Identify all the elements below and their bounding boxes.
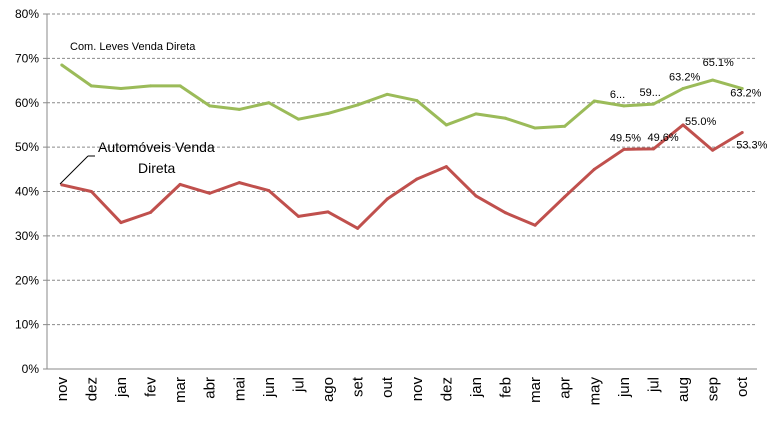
data-point bbox=[326, 210, 330, 214]
data-point bbox=[60, 63, 64, 67]
data-point bbox=[89, 84, 93, 88]
data-point bbox=[178, 84, 182, 88]
data-label: 53.3% bbox=[736, 139, 767, 151]
data-point bbox=[444, 123, 448, 127]
series-line-1 bbox=[61, 123, 743, 230]
data-point bbox=[296, 117, 300, 121]
data-point bbox=[444, 165, 448, 169]
y-tick-label: 30% bbox=[15, 229, 39, 243]
x-tick-label: mar bbox=[527, 377, 544, 403]
x-tick-label: jul bbox=[645, 377, 662, 393]
x-tick-label: dez bbox=[438, 377, 455, 401]
data-point bbox=[474, 194, 478, 198]
x-tick-label: jun bbox=[261, 377, 278, 398]
y-tick-label: 20% bbox=[15, 273, 39, 287]
data-point bbox=[119, 87, 123, 91]
y-tick-label: 0% bbox=[22, 362, 40, 376]
data-point bbox=[415, 177, 419, 181]
series-label-automoveis-line1: Automóveis Venda bbox=[98, 139, 215, 155]
data-point bbox=[651, 147, 655, 151]
y-tick-label: 40% bbox=[15, 185, 39, 199]
data-point bbox=[208, 191, 212, 195]
data-point bbox=[740, 130, 744, 134]
x-tick-label: feb bbox=[498, 377, 515, 398]
data-point bbox=[267, 101, 271, 105]
y-tick-label: 50% bbox=[15, 140, 39, 154]
y-tick-label: 60% bbox=[15, 96, 39, 110]
series-label-leader-line bbox=[59, 155, 89, 185]
data-point bbox=[504, 116, 508, 120]
y-tick-label: 10% bbox=[15, 318, 39, 332]
x-tick-label: mar bbox=[172, 377, 189, 403]
x-tick-label: mai bbox=[231, 377, 248, 401]
data-label: 49.6% bbox=[647, 132, 678, 144]
x-tick-label: ago bbox=[320, 377, 337, 402]
data-point bbox=[385, 92, 389, 96]
data-point bbox=[533, 223, 537, 227]
x-tick-label: aug bbox=[675, 377, 692, 402]
data-label: 6... bbox=[610, 89, 625, 101]
x-tick-label: may bbox=[586, 377, 603, 406]
x-tick-label: jan bbox=[468, 377, 485, 398]
data-label: 63.2% bbox=[669, 72, 700, 84]
data-point bbox=[415, 99, 419, 103]
y-tick-label: 80% bbox=[15, 7, 39, 21]
data-point bbox=[711, 78, 715, 82]
data-point bbox=[681, 87, 685, 91]
data-point bbox=[178, 182, 182, 186]
data-point bbox=[356, 103, 360, 107]
data-point bbox=[563, 124, 567, 128]
data-point bbox=[592, 167, 596, 171]
series-line-0 bbox=[60, 63, 743, 130]
x-tick-label: abr bbox=[202, 377, 219, 399]
data-point bbox=[356, 226, 360, 230]
x-tick-label: apr bbox=[557, 377, 574, 399]
data-label: 59... bbox=[639, 87, 660, 99]
data-point bbox=[385, 197, 389, 201]
y-tick-label: 70% bbox=[15, 51, 39, 65]
data-point bbox=[592, 99, 596, 103]
data-point bbox=[533, 126, 537, 130]
x-tick-label: nov bbox=[54, 377, 71, 402]
data-label: 55.0% bbox=[685, 116, 716, 128]
data-label: 49.5% bbox=[610, 132, 641, 144]
x-tick-label: jun bbox=[616, 377, 633, 398]
data-point bbox=[237, 107, 241, 111]
data-point bbox=[651, 102, 655, 106]
series-label-com-leves: Com. Leves Venda Direta bbox=[70, 41, 196, 53]
data-point bbox=[563, 195, 567, 199]
x-tick-label: fev bbox=[143, 377, 160, 398]
x-tick-label: jul bbox=[290, 377, 307, 393]
data-point bbox=[89, 190, 93, 193]
x-tick-label: oct bbox=[734, 376, 751, 397]
x-tick-label: nov bbox=[409, 377, 426, 402]
data-label: 65.1% bbox=[703, 57, 734, 69]
x-tick-label: set bbox=[350, 376, 367, 397]
data-point bbox=[622, 104, 626, 108]
data-point bbox=[208, 104, 212, 108]
x-tick-label: jan bbox=[113, 377, 130, 398]
data-point bbox=[267, 189, 271, 193]
data-point bbox=[237, 181, 241, 185]
data-point bbox=[296, 214, 300, 218]
data-point bbox=[60, 183, 64, 187]
x-tick-label: sep bbox=[705, 377, 722, 401]
data-point bbox=[622, 147, 626, 151]
series-label-automoveis-line2: Direta bbox=[138, 160, 176, 176]
data-point bbox=[740, 87, 744, 91]
data-point bbox=[711, 148, 715, 152]
data-point bbox=[119, 221, 123, 225]
data-point bbox=[504, 211, 508, 215]
data-point bbox=[149, 210, 153, 214]
data-point bbox=[149, 84, 153, 88]
x-tick-label: dez bbox=[83, 377, 100, 401]
data-point bbox=[681, 123, 685, 127]
data-point bbox=[474, 112, 478, 116]
data-label: 63.2% bbox=[730, 88, 761, 100]
x-tick-label: out bbox=[379, 376, 396, 398]
data-point bbox=[326, 111, 330, 115]
